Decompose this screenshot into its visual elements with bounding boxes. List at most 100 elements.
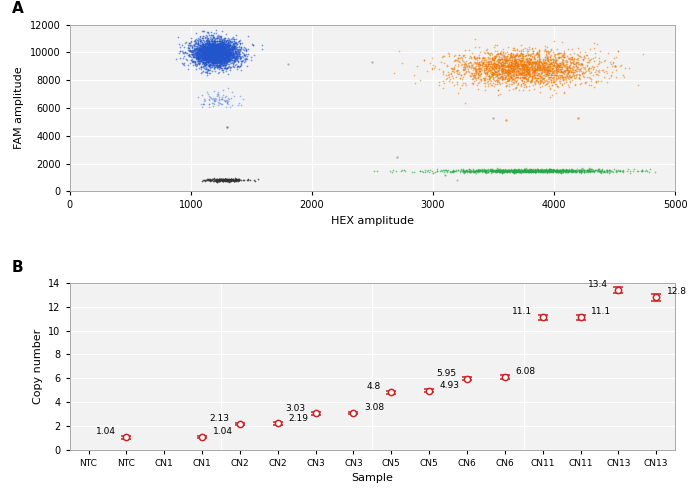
Point (204, 55, 215, 63)
Point (567, 168, 578, 176)
Point (224, 51, 235, 59)
Point (520, 82, 531, 90)
Point (524, 70, 535, 78)
Point (460, 65, 471, 73)
Point (221, 124, 232, 131)
Point (511, 74, 522, 82)
Point (212, 57, 223, 65)
Point (487, 166, 498, 174)
Point (217, 68, 228, 76)
Point (212, 57, 223, 65)
Point (511, 59, 522, 67)
Point (202, 53, 213, 61)
Point (532, 69, 543, 77)
Point (223, 175, 234, 183)
Point (486, 166, 497, 174)
Point (213, 45, 224, 53)
Point (212, 53, 223, 61)
Point (459, 167, 470, 175)
Point (223, 178, 235, 186)
Point (234, 44, 245, 52)
Point (492, 68, 503, 76)
Point (500, 165, 511, 173)
Point (464, 72, 475, 80)
Point (196, 58, 207, 66)
Point (457, 54, 468, 62)
Point (532, 63, 543, 71)
Point (521, 77, 532, 84)
Point (202, 47, 213, 55)
Point (624, 64, 635, 72)
Point (216, 50, 228, 58)
Point (209, 49, 220, 57)
Point (204, 37, 215, 45)
Point (213, 44, 224, 52)
Point (208, 47, 219, 55)
Point (548, 166, 560, 174)
Point (193, 49, 205, 57)
Text: 1.04: 1.04 (213, 427, 232, 436)
Point (537, 168, 548, 176)
Point (561, 66, 572, 74)
Point (216, 37, 227, 45)
Point (219, 44, 230, 52)
Point (210, 47, 221, 55)
Point (216, 40, 228, 47)
Point (543, 74, 554, 82)
Point (197, 41, 208, 49)
Point (200, 53, 212, 61)
Point (209, 55, 221, 63)
Point (219, 56, 230, 64)
Point (200, 34, 211, 42)
Point (198, 53, 209, 61)
Point (202, 50, 213, 58)
Point (586, 165, 597, 173)
Point (555, 71, 566, 79)
Point (527, 73, 538, 81)
Point (523, 166, 535, 174)
Point (217, 43, 228, 51)
Point (213, 40, 224, 48)
Point (488, 167, 499, 175)
Point (571, 166, 583, 174)
Point (485, 70, 496, 78)
Point (493, 166, 504, 174)
Point (461, 63, 473, 71)
Point (522, 67, 533, 75)
Point (204, 56, 215, 64)
Point (570, 167, 581, 175)
Point (562, 166, 574, 174)
Point (183, 41, 194, 48)
Point (216, 42, 227, 50)
Point (548, 167, 559, 175)
Point (191, 54, 202, 62)
Point (219, 176, 230, 184)
Point (528, 78, 539, 85)
Point (459, 69, 470, 77)
Point (529, 74, 540, 82)
Point (210, 56, 221, 64)
Point (526, 166, 537, 174)
Point (209, 54, 220, 62)
Point (209, 49, 221, 57)
Point (458, 58, 469, 66)
Point (503, 43, 514, 51)
Point (212, 51, 223, 59)
Point (564, 77, 576, 85)
Point (532, 57, 543, 65)
Point (209, 47, 221, 55)
Point (201, 31, 212, 39)
Point (203, 53, 214, 61)
Point (221, 175, 232, 183)
Point (508, 53, 519, 61)
Point (484, 73, 496, 81)
Point (207, 54, 218, 62)
Point (195, 45, 206, 53)
Point (556, 52, 567, 60)
Point (214, 37, 226, 44)
Point (474, 54, 485, 62)
Point (538, 166, 549, 174)
Point (204, 58, 215, 66)
Point (569, 167, 580, 175)
Point (191, 48, 203, 56)
